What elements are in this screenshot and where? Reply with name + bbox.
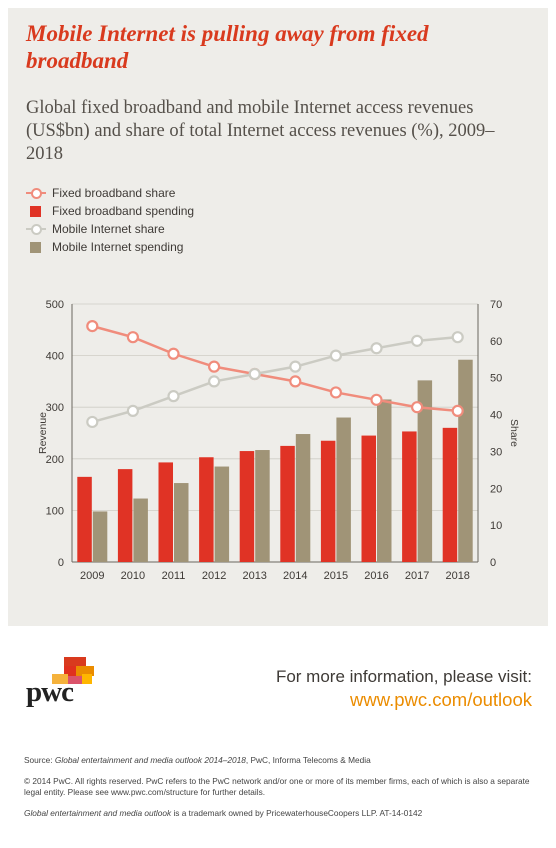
bar-mobile [336, 417, 351, 562]
point-mobile-share [86, 415, 99, 429]
y-tick-label: 300 [46, 402, 64, 414]
legend-item-mobile-share: Mobile Internet share [26, 220, 286, 238]
bar-mobile [417, 380, 433, 562]
point-fixed-share [86, 320, 99, 333]
pwc-logo-text: pwc [26, 676, 74, 708]
bar-fixed [239, 451, 255, 562]
y2-tick-label: 50 [490, 373, 502, 385]
point-fixed-share [370, 393, 383, 406]
series-line-fixed-share [91, 324, 458, 413]
bar-fixed [77, 476, 92, 562]
bar-fixed [442, 427, 458, 562]
bar-mobile [377, 399, 392, 562]
legend-label: Mobile Internet share [52, 222, 165, 236]
pwc-logo-icon [52, 657, 94, 684]
legend-item-fixed-spending: Fixed broadband spending [26, 202, 286, 220]
y2-tick-label: 30 [490, 446, 502, 458]
point-mobile-share [451, 331, 464, 344]
bar-fixed [320, 440, 336, 562]
source-notes: Source: Global entertainment and media o… [24, 755, 534, 828]
x-tick-label: 2011 [162, 570, 186, 582]
y-tick-label: 200 [46, 454, 64, 466]
bar-fixed [117, 469, 133, 562]
x-tick-label: 2013 [242, 570, 266, 582]
x-tick-label: 2009 [80, 570, 104, 582]
bar-mobile [174, 483, 189, 562]
legend-swatch-marker [31, 224, 42, 235]
point-mobile-share [329, 349, 342, 362]
bar-mobile [458, 359, 473, 562]
x-tick-label: 2012 [202, 570, 226, 582]
bar-mobile [295, 434, 311, 562]
x-tick-label: 2016 [364, 570, 388, 582]
point-fixed-share [289, 375, 302, 388]
bar-fixed [158, 462, 173, 562]
page-title: Mobile Internet is pulling away from fix… [26, 21, 429, 73]
info-block: For more information, please visit: www.… [276, 665, 532, 711]
bar-fixed [361, 435, 376, 562]
point-mobile-share [289, 360, 302, 373]
x-tick-label: 2018 [445, 570, 469, 582]
combo-chart: 0 100 200 300 400 500 0 10 20 30 40 50 60 70 Revenue Sh… [37, 299, 520, 582]
y-tick-label: 500 [46, 299, 64, 311]
y2-tick-label: 20 [490, 483, 502, 495]
info-line: For more information, please visit: [275, 667, 532, 686]
chart-legend: Fixed broadband share Fixed broadband sp… [26, 184, 286, 256]
legend-label: Mobile Internet spending [52, 240, 184, 254]
y-tick-label: 400 [46, 351, 64, 363]
bar-mobile [214, 466, 230, 562]
y-axis-label: Revenue [37, 412, 49, 454]
point-mobile-share [126, 404, 140, 417]
point-mobile-share [248, 367, 261, 381]
bar-fixed [199, 457, 214, 562]
x-tick-label: 2014 [283, 570, 307, 582]
y2-tick-label: 70 [490, 299, 502, 311]
trademark-text: Global entertainment and media outlook i… [24, 807, 423, 818]
x-tick-label: 2017 [405, 570, 429, 582]
y2-tick-label: 60 [490, 336, 502, 348]
bar-fixed [280, 445, 295, 562]
y-tick-label: 100 [46, 505, 64, 517]
outlook-link[interactable]: www.pwc.com/outlook [350, 689, 532, 710]
point-mobile-share [208, 375, 221, 388]
legend-label: Fixed broadband share [52, 186, 176, 200]
legend-swatch-square [30, 206, 41, 217]
bar-fixed [402, 431, 417, 562]
y-tick-label: 0 [58, 557, 64, 569]
point-fixed-share [167, 347, 180, 360]
point-fixed-share [451, 404, 464, 417]
point-mobile-share [370, 342, 383, 355]
bar-mobile [255, 450, 270, 562]
source-line: Source: Global entertainment and media o… [24, 755, 371, 765]
legend-label: Fixed broadband spending [52, 204, 195, 218]
y2-tick-label: 10 [490, 520, 502, 532]
legend-swatch-marker [31, 188, 42, 199]
y2-tick-label: 40 [490, 410, 502, 422]
y2-axis-label: Share [508, 419, 520, 447]
legend-swatch-square [30, 242, 41, 253]
x-tick-label: 2015 [324, 570, 348, 582]
x-tick-label: 2010 [121, 570, 145, 582]
copyright-text: © 2014 PwC. All rights reserved. PwC ref… [24, 775, 530, 798]
legend-item-mobile-spending: Mobile Internet spending [26, 238, 286, 256]
y2-tick-label: 0 [490, 557, 496, 569]
point-fixed-share [329, 386, 342, 399]
point-fixed-share [126, 331, 140, 344]
point-mobile-share [411, 334, 424, 347]
series-line-mobile-share [91, 335, 458, 424]
bar-mobile [133, 498, 148, 562]
point-fixed-share [208, 360, 221, 373]
legend-item-fixed-share: Fixed broadband share [26, 184, 286, 202]
point-mobile-share [167, 390, 180, 403]
chart-subtitle: Global fixed broadband and mobile Intern… [26, 98, 495, 164]
bar-mobile [92, 511, 108, 562]
point-fixed-share [411, 401, 424, 414]
